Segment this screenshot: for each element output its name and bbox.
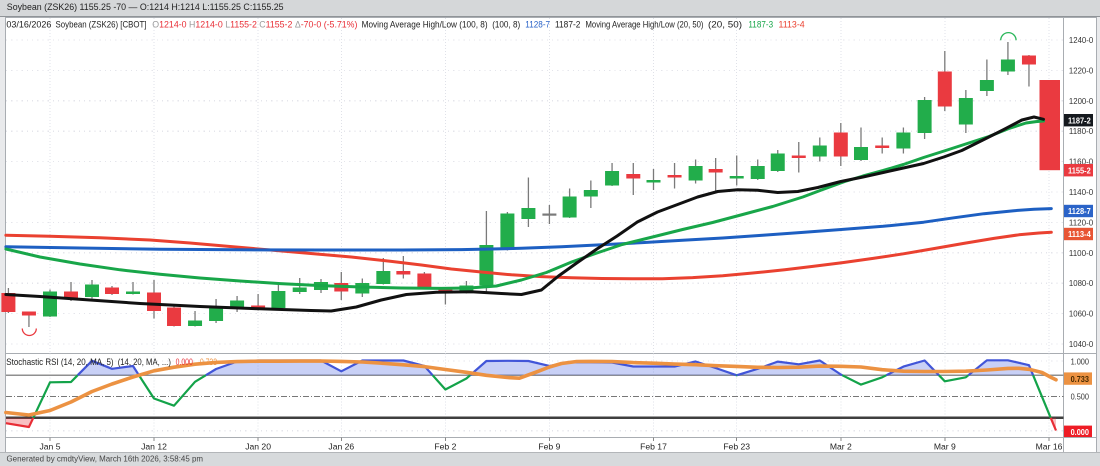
svg-text:Mar 2: Mar 2 [830, 441, 852, 451]
svg-text:(14, 20, MA, ...): (14, 20, MA, ...) [118, 357, 171, 367]
svg-text:1240-0: 1240-0 [1069, 35, 1094, 45]
svg-text:1180-0: 1180-0 [1069, 126, 1094, 136]
svg-text:(20, 50): (20, 50) [708, 20, 742, 30]
svg-text:03/16/2026: 03/16/2026 [6, 20, 51, 30]
svg-text:0.000: 0.000 [176, 357, 193, 367]
svg-text:Generated by cmdtyView, March: Generated by cmdtyView, March 16th 2026,… [7, 453, 204, 463]
svg-text:1200-0: 1200-0 [1069, 96, 1094, 106]
svg-text:O1214-0 H1214-0 L1155-2 C1155-: O1214-0 H1214-0 L1155-2 C1155-2 Δ-70-0 (… [152, 20, 357, 30]
svg-text:1128-7: 1128-7 [1068, 206, 1091, 216]
svg-text:0.733: 0.733 [1071, 374, 1090, 384]
svg-text:1113-4: 1113-4 [779, 20, 805, 30]
svg-text:Soybean (ZSK26) 1155.25 -70 —: Soybean (ZSK26) 1155.25 -70 — O:1214 H:1… [7, 2, 284, 12]
svg-text:1220-0: 1220-0 [1069, 65, 1094, 75]
svg-text:1120-0: 1120-0 [1069, 217, 1094, 227]
svg-text:1140-0: 1140-0 [1069, 187, 1094, 197]
svg-text:1060-0: 1060-0 [1069, 309, 1094, 319]
svg-text:Moving Average High/Low (100,: Moving Average High/Low (100, 8) [362, 20, 488, 30]
svg-text:1187-2: 1187-2 [555, 20, 580, 30]
svg-text:1187-3: 1187-3 [748, 20, 773, 30]
svg-text:Jan 20: Jan 20 [245, 441, 271, 451]
svg-text:1128-7: 1128-7 [525, 20, 550, 30]
svg-text:Feb 2: Feb 2 [434, 441, 456, 451]
svg-text:0.500: 0.500 [1071, 392, 1090, 402]
svg-text:1187-2: 1187-2 [1068, 115, 1091, 125]
svg-text:(100, 8): (100, 8) [492, 20, 520, 30]
svg-text:0.000: 0.000 [1071, 427, 1090, 437]
svg-text:Jan 26: Jan 26 [328, 441, 354, 451]
svg-text:1080-0: 1080-0 [1069, 278, 1094, 288]
svg-text:Jan 12: Jan 12 [141, 441, 167, 451]
svg-text:Mar 16: Mar 16 [1036, 441, 1063, 451]
svg-text:Stochastic RSI (14, 20, MA, 5): Stochastic RSI (14, 20, MA, 5) [6, 357, 113, 367]
svg-text:Feb 17: Feb 17 [640, 441, 667, 451]
svg-text:1160-0: 1160-0 [1069, 157, 1094, 167]
svg-text:Feb 9: Feb 9 [538, 441, 560, 451]
svg-text:0.733: 0.733 [200, 357, 217, 367]
svg-text:Soybean (ZSK26) [CBOT]: Soybean (ZSK26) [CBOT] [56, 20, 147, 30]
svg-text:Jan 5: Jan 5 [39, 441, 60, 451]
svg-text:1113-4: 1113-4 [1068, 229, 1091, 239]
svg-text:Feb 23: Feb 23 [723, 441, 750, 451]
svg-text:Moving Average High/Low (20, 5: Moving Average High/Low (20, 50) [586, 20, 704, 30]
svg-text:1.000: 1.000 [1071, 356, 1090, 366]
svg-text:1155-2: 1155-2 [1068, 165, 1091, 175]
svg-text:1040-0: 1040-0 [1069, 339, 1094, 349]
svg-text:1100-0: 1100-0 [1069, 248, 1094, 258]
svg-text:Mar 9: Mar 9 [934, 441, 956, 451]
